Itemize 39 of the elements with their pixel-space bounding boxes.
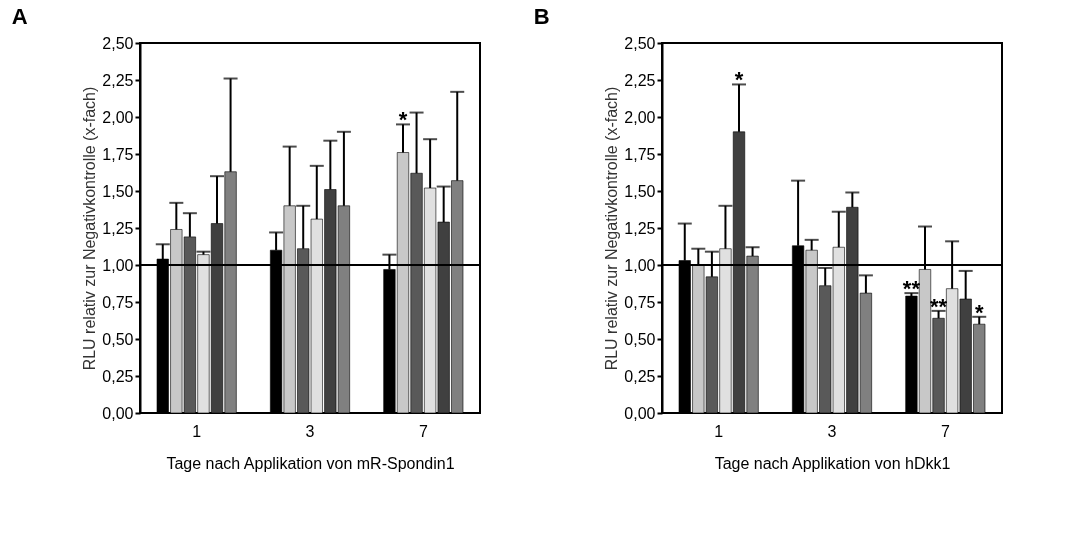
y-tick-label: 0,00: [624, 404, 656, 422]
x-tick-label: 1: [714, 422, 724, 440]
y-tick-label: 2,25: [102, 71, 134, 89]
chart-title: B: [533, 4, 550, 29]
y-tick-label: 1,50: [624, 182, 656, 200]
y-tick-label: 1,50: [102, 182, 134, 200]
y-tick-label: 2,50: [102, 34, 134, 52]
y-tick-label: 0,25: [624, 367, 656, 385]
x-axis-title: Tage nach Applikation von mR-Spondin1: [166, 454, 455, 472]
y-tick-label: 2,25: [624, 71, 656, 89]
x-tick-label: 7: [418, 422, 428, 440]
y-tick-label: 0,50: [624, 330, 656, 348]
y-axis-title: RLU relativ zur Negativkontrolle (x-fach): [81, 86, 99, 371]
chart-title: A: [11, 4, 28, 29]
annotation: **: [929, 293, 948, 319]
y-tick-label: 1,25: [624, 219, 656, 237]
y-tick-label: 1,00: [624, 256, 656, 274]
y-tick-label: 1,25: [102, 219, 134, 237]
y-tick-label: 1,00: [102, 256, 134, 274]
y-tick-label: 0,75: [624, 293, 656, 311]
y-tick-label: 1,75: [102, 145, 134, 163]
x-axis-title: Tage nach Applikation von hDkk1: [714, 454, 951, 472]
y-tick-label: 0,00: [102, 404, 134, 422]
annotation: *: [734, 67, 744, 93]
y-tick-label: 0,25: [102, 367, 134, 385]
y-axis-title: RLU relativ zur Negativkontrolle (x-fach): [603, 86, 621, 371]
x-tick-label: 1: [192, 422, 202, 440]
y-tick-label: 0,50: [102, 330, 134, 348]
annotation: *: [974, 299, 984, 325]
x-tick-label: 3: [827, 422, 837, 440]
annotation: **: [902, 276, 921, 302]
y-tick-label: 2,00: [102, 108, 134, 126]
y-tick-label: 0,75: [102, 293, 134, 311]
x-tick-label: 7: [940, 422, 950, 440]
x-tick-label: 3: [305, 422, 315, 440]
y-tick-label: 2,50: [624, 34, 656, 52]
y-tick-label: 1,75: [624, 145, 656, 163]
y-tick-label: 2,00: [624, 108, 656, 126]
annotation: *: [398, 107, 408, 133]
